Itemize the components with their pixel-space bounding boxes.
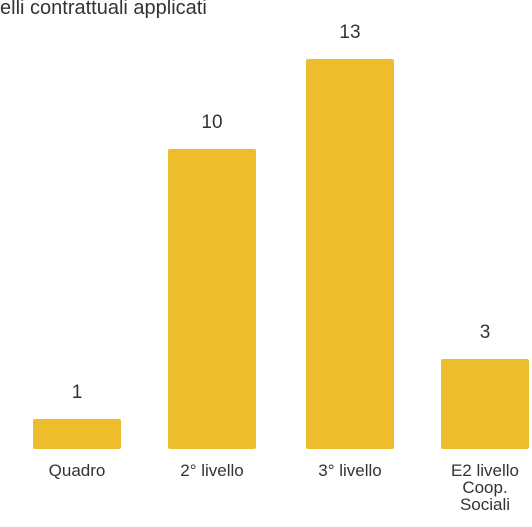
chart-title: elli contrattuali applicati [0,0,207,19]
bar-2 [306,59,394,449]
value-label-2: 13 [339,22,360,43]
category-label-3-line-1: Coop. [462,478,507,497]
category-label-2: 3° livello [318,461,382,480]
category-label-3-line-2: Sociali [460,495,510,514]
value-label-0: 1 [72,382,83,403]
value-label-1: 10 [201,112,222,133]
bar-1 [168,149,256,449]
category-label-3-line-0: E2 livello [451,461,519,480]
category-label-1: 2° livello [180,461,244,480]
value-label-3: 3 [480,322,491,343]
bar-0 [33,419,121,449]
bar-3 [441,359,529,449]
category-label-0: Quadro [49,461,106,480]
